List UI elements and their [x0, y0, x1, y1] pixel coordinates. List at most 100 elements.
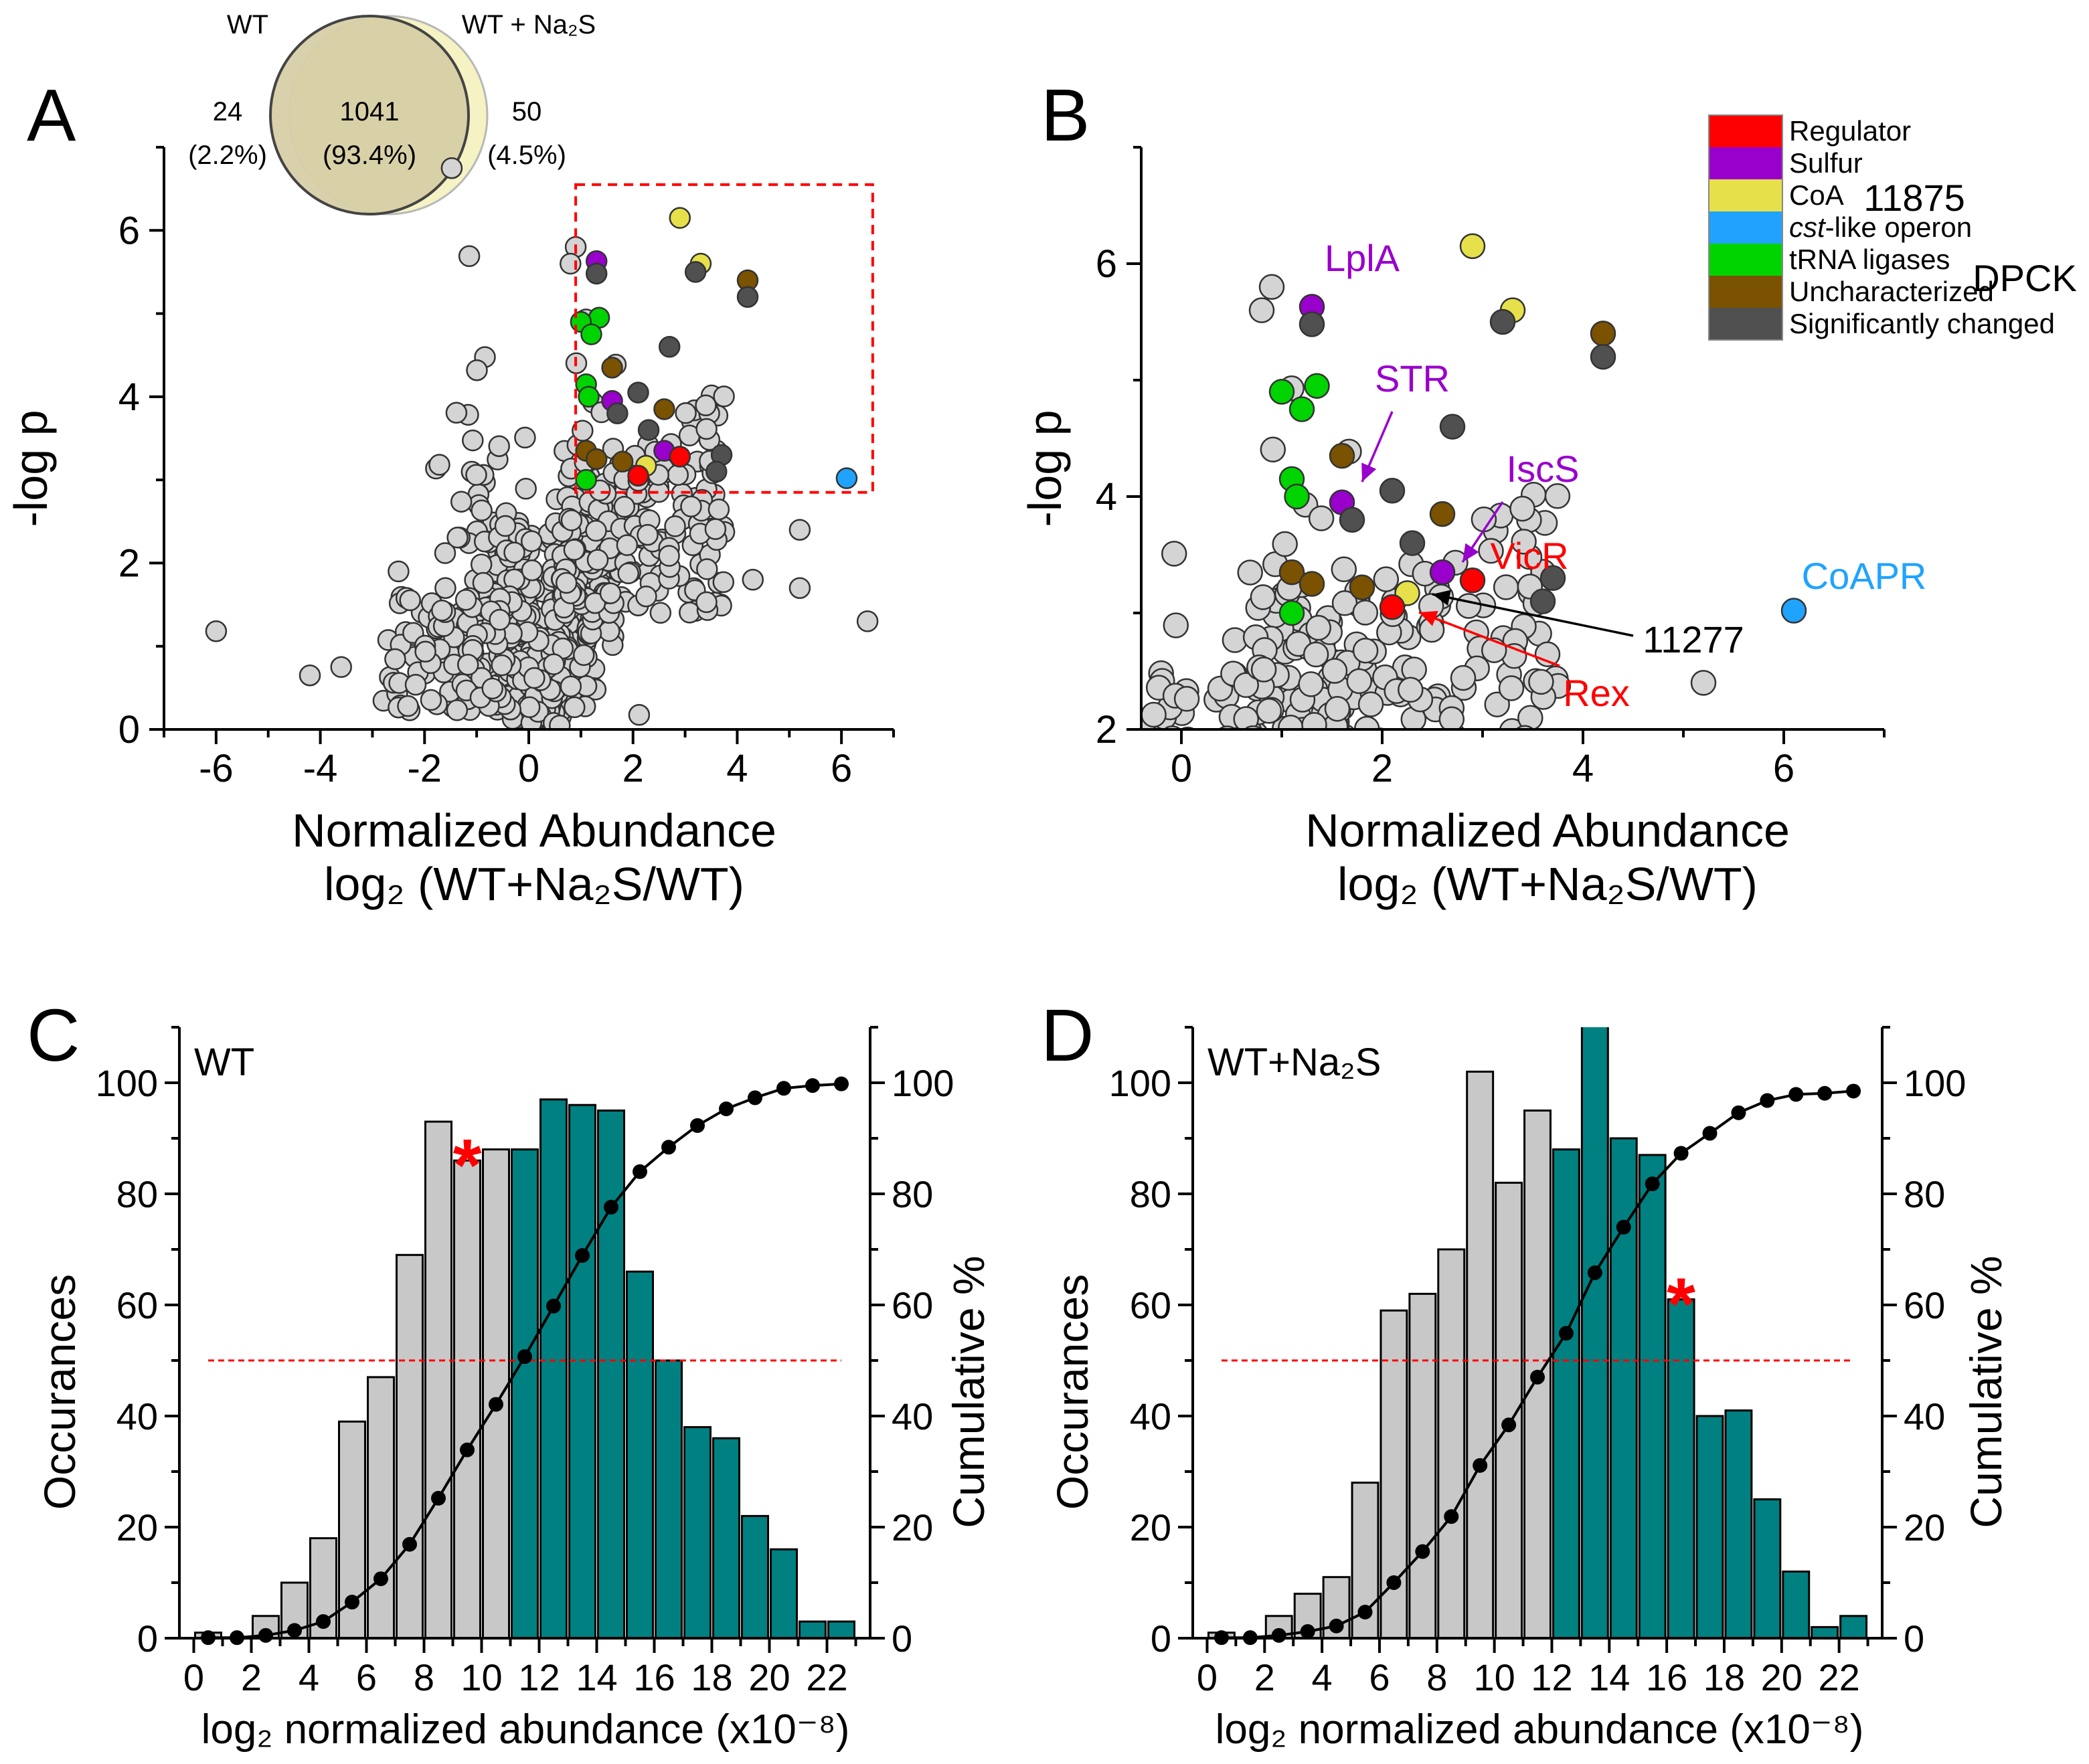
background-point [695, 591, 718, 614]
background-point [299, 664, 321, 687]
background-point [1343, 730, 1367, 754]
histogram-bar [1408, 1292, 1437, 1638]
background-point [856, 610, 879, 632]
cumulative-point [661, 1140, 676, 1155]
venn-right-pct: (4.5%) [487, 141, 566, 170]
background-point [1455, 593, 1482, 619]
x-tick-label: 6 [1773, 747, 1794, 790]
background-point [649, 602, 672, 624]
highlighted-point [1439, 414, 1466, 440]
cumulative-point [431, 1490, 446, 1506]
cumulative-point [633, 1164, 647, 1179]
cumulative-point [1645, 1176, 1660, 1192]
background-point [1440, 739, 1464, 763]
histogram-bar [396, 1253, 424, 1638]
histogram-bar [1552, 1148, 1580, 1638]
c-y2label: Cumulative % [944, 1255, 993, 1528]
highlighted-point [705, 460, 728, 482]
background-point [1258, 274, 1285, 300]
y2-tick-label: 60 [1904, 1284, 1945, 1326]
background-point [1438, 706, 1465, 729]
x-tick-label: 18 [1703, 1656, 1745, 1698]
x-tick-label: 16 [633, 1656, 675, 1698]
x-tick-label: 0 [183, 1656, 204, 1698]
background-point [1217, 737, 1241, 761]
background-point [1691, 752, 1716, 776]
background-point [675, 402, 697, 424]
background-point [1544, 483, 1571, 509]
background-point [1601, 741, 1625, 765]
background-point [1298, 671, 1324, 697]
background-point [1250, 751, 1274, 775]
y2-tick-label: 40 [1904, 1395, 1945, 1437]
y2-tick-label: 0 [1904, 1617, 1924, 1660]
background-point [1450, 665, 1477, 691]
background-point [695, 394, 717, 417]
panel-letter-a: A [27, 74, 76, 157]
annotation-arrowhead [1419, 611, 1438, 626]
highlighted-point [1459, 567, 1486, 594]
histogram-bar [770, 1548, 798, 1638]
histogram-bar [1667, 1298, 1695, 1638]
highlighted-point [1278, 559, 1305, 586]
background-point [1276, 733, 1301, 757]
background-point [572, 644, 595, 667]
background-point [488, 435, 510, 457]
background-point [1321, 658, 1348, 684]
background-point [1399, 731, 1423, 755]
cumulative-point [517, 1349, 532, 1364]
highlighted-point [1268, 379, 1295, 405]
histogram-bar [1638, 1154, 1667, 1638]
panel-letter-b: B [1041, 74, 1090, 157]
background-point [431, 600, 453, 622]
histogram-bar [1695, 1415, 1724, 1638]
highlight-box [574, 183, 874, 494]
legend-label-rest: -like operon [1825, 211, 1972, 243]
highlighted-point [1379, 594, 1406, 620]
background-point [1233, 672, 1259, 699]
background-point [667, 464, 689, 486]
background-point [1163, 612, 1189, 638]
highlighted-point [575, 468, 597, 491]
background-point [470, 553, 493, 576]
background-point [560, 252, 582, 275]
y-tick-label: 60 [1130, 1284, 1171, 1326]
highlighted-point [1349, 574, 1375, 600]
venn-overlap-pct: (93.4%) [323, 141, 416, 170]
histogram-bar [539, 1098, 568, 1638]
cumulative-point [258, 1627, 273, 1643]
x-tick-label: 20 [748, 1656, 790, 1698]
background-point [491, 654, 513, 677]
highlighted-point [1590, 321, 1616, 347]
background-point [1233, 739, 1257, 764]
legend-swatch [1709, 179, 1782, 211]
highlighted-point [1339, 507, 1365, 533]
highlighted-point [585, 448, 608, 470]
background-point [1248, 297, 1275, 323]
histogram-bar [1580, 1027, 1609, 1638]
highlighted-point [578, 385, 600, 408]
background-point [664, 515, 686, 537]
cumulative-point [373, 1571, 388, 1587]
background-point [628, 704, 651, 726]
background-point [742, 569, 764, 591]
background-point [414, 640, 436, 663]
x-tick-label: 18 [691, 1656, 732, 1698]
y-tick-label: 80 [116, 1173, 158, 1215]
highlighted-point [684, 261, 707, 283]
panelA-points [205, 157, 879, 729]
y-tick-label: 40 [116, 1395, 158, 1437]
cumulative-point [1616, 1219, 1631, 1235]
background-point [1534, 641, 1561, 667]
y-tick-label: 4 [1096, 475, 1117, 519]
y2-tick-label: 80 [892, 1173, 933, 1215]
histogram-bar [712, 1437, 740, 1638]
y-tick-label: 0 [1151, 1617, 1171, 1660]
x-tick-label: 20 [1761, 1656, 1803, 1698]
x-tick-label: 22 [1818, 1656, 1859, 1698]
annotation-label: 11277 [1643, 618, 1744, 660]
annotation-label: STR [1375, 357, 1450, 400]
highlighted-point [1304, 373, 1330, 399]
background-point [518, 696, 541, 719]
background-point [521, 559, 544, 582]
